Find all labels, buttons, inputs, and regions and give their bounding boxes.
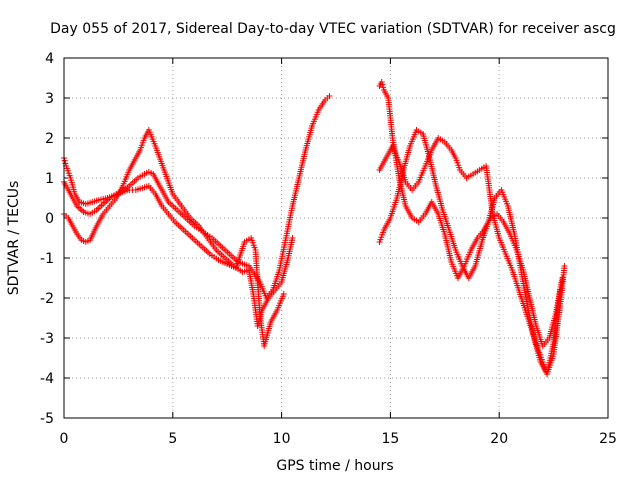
y-tick-label: -5 [40,411,54,427]
y-tick-label: -3 [40,331,54,347]
series-trace-d [376,79,566,349]
data-point [62,160,69,167]
data-point [380,84,387,91]
y-tick-label: 2 [45,131,54,147]
data-point [378,79,385,85]
grid-layer [64,58,608,418]
y-tick-label: 4 [45,51,54,67]
data-point [557,287,564,293]
data-marks [61,79,568,377]
data-point [326,93,333,99]
y-tick-label: 0 [45,211,54,227]
y-axis-label: SDTVAR / TECUs [6,181,22,296]
series-trace-f [376,135,564,377]
data-point [379,81,386,88]
y-tick-label: -2 [40,291,54,307]
x-tick-label: 20 [490,431,508,447]
y-tick-label: 1 [45,171,54,187]
y-tick-label: 3 [45,91,54,107]
x-axis-label: GPS time / hours [276,458,393,474]
data-point [61,157,68,164]
x-tick-label: 10 [273,431,291,447]
data-point [561,263,568,269]
x-tick-label: 5 [168,431,177,447]
chart-title: Day 055 of 2017, Sidereal Day-to-day VTE… [50,21,616,37]
tick-layer: 0 5 10 15 20 25 -5 -4 -3 -2 -1 0 1 2 3 4 [40,51,617,447]
plot-frame [63,57,609,419]
x-tick-label: 15 [381,431,399,447]
y-tick-label: -4 [40,371,54,387]
series-trace-a [61,93,333,301]
x-tick-label: 0 [60,431,69,447]
data-point [280,291,287,297]
series-trace-c [61,179,287,349]
series-trace-b [61,127,296,329]
x-tick-label: 25 [599,431,617,447]
y-tick-label: -1 [40,251,54,267]
data-point [289,235,296,241]
